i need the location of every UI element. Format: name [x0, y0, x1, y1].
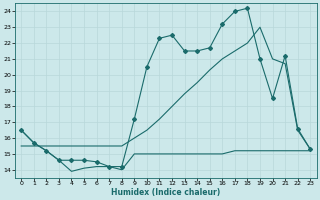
X-axis label: Humidex (Indice chaleur): Humidex (Indice chaleur): [111, 188, 220, 197]
